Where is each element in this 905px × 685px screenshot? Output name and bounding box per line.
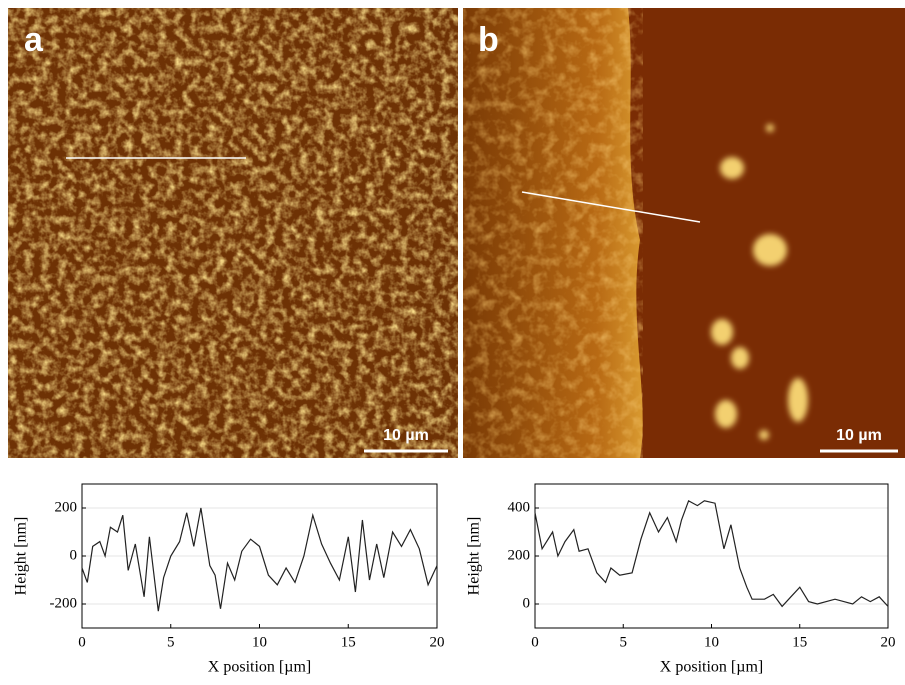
- scale-bar-label: 10 µm: [836, 427, 882, 444]
- y-axis-label: Height [nm]: [13, 517, 30, 596]
- panel-label: b: [478, 21, 499, 59]
- x-tick-label: 0: [531, 634, 539, 650]
- x-axis-label: X position [µm]: [660, 659, 763, 676]
- panel-label: a: [24, 21, 44, 59]
- profile-line: [81, 507, 438, 612]
- y-tick-label: 0: [523, 595, 531, 611]
- afm-image-b: [463, 8, 905, 458]
- x-tick-label: 5: [167, 634, 175, 650]
- y-tick-label: 400: [508, 499, 531, 515]
- afm-image-a: [8, 8, 458, 458]
- x-tick-label: 15: [792, 634, 807, 650]
- y-axis-label: Height [nm]: [466, 517, 483, 596]
- scale-bar-label: 10 µm: [383, 427, 429, 444]
- y-tick-label: 0: [70, 547, 78, 563]
- profile-line: [534, 499, 889, 608]
- x-tick-label: 15: [341, 634, 356, 650]
- x-tick-label: 5: [620, 634, 628, 650]
- x-tick-label: 20: [881, 634, 896, 650]
- y-tick-label: -200: [50, 595, 78, 611]
- plot-frame: [81, 483, 438, 629]
- y-tick-label: 200: [508, 547, 531, 563]
- x-tick-label: 20: [430, 634, 445, 650]
- y-tick-label: 200: [55, 499, 78, 515]
- x-axis-label: X position [µm]: [208, 659, 311, 676]
- x-tick-label: 0: [78, 634, 86, 650]
- plot-frame: [534, 483, 889, 629]
- x-tick-label: 10: [704, 634, 719, 650]
- x-tick-label: 10: [252, 634, 267, 650]
